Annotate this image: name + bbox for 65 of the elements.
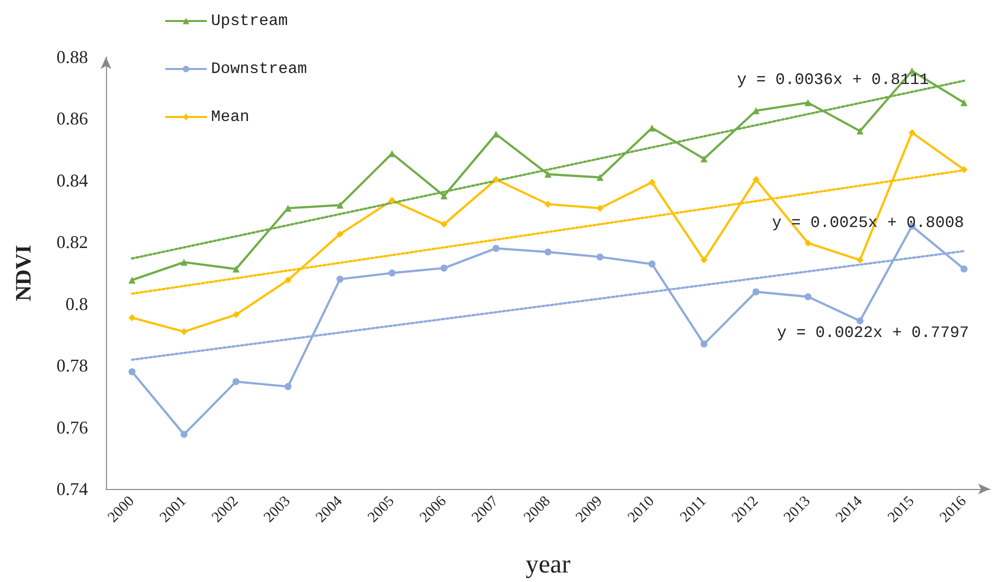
- y-axis-title: NDVI: [10, 244, 36, 302]
- point: [284, 204, 292, 212]
- point: [180, 328, 188, 336]
- point: [648, 124, 656, 132]
- legend-label: Upstream: [211, 12, 288, 30]
- legend-label: Mean: [211, 108, 250, 126]
- point: [544, 170, 552, 178]
- point: [752, 288, 760, 296]
- y-tick-label: 0.84: [56, 170, 88, 190]
- y-tick-label: 0.88: [56, 47, 88, 67]
- point: [128, 368, 136, 376]
- point: [596, 253, 604, 260]
- y-tick-label: 0.82: [56, 232, 88, 252]
- point: [336, 276, 344, 283]
- point: [700, 340, 708, 348]
- point: [180, 430, 188, 438]
- point: [388, 150, 396, 158]
- y-tick-label: 0.86: [56, 108, 88, 129]
- point: [232, 311, 240, 318]
- point: [752, 176, 760, 184]
- point: [856, 317, 864, 324]
- y-tick-label: 0.74: [56, 479, 88, 499]
- point: [804, 293, 812, 300]
- point: [492, 244, 500, 252]
- y-tick-label: 0.76: [56, 417, 88, 438]
- point: [492, 130, 500, 138]
- point: [960, 99, 968, 106]
- point: [388, 270, 396, 276]
- point: [336, 202, 344, 209]
- point: [700, 155, 708, 162]
- x-tick-label: 2001: [157, 493, 190, 526]
- point: [232, 265, 240, 272]
- point: [128, 276, 136, 284]
- point: [700, 256, 708, 264]
- x-tick-label: 2011: [678, 493, 710, 526]
- point: [804, 240, 812, 247]
- point: [544, 200, 552, 208]
- point: [648, 178, 656, 186]
- point: [596, 174, 604, 181]
- point: [804, 99, 812, 106]
- point: [648, 260, 656, 268]
- point: [336, 230, 344, 238]
- point: [544, 248, 552, 256]
- y-tick-label: 0.78: [56, 356, 88, 376]
- point: [908, 129, 916, 136]
- legend-label: Downstream: [211, 60, 308, 78]
- point: [440, 220, 448, 228]
- point: [856, 256, 864, 264]
- point: [440, 264, 448, 272]
- annotation: y = 0.0022x + 0.7797: [776, 324, 970, 342]
- point: [180, 258, 188, 266]
- point: [388, 196, 396, 204]
- point: [492, 176, 500, 184]
- point: [440, 192, 448, 200]
- point: [752, 107, 760, 114]
- point: [128, 314, 136, 322]
- y-tick-label: 0.8: [66, 294, 88, 314]
- point: [284, 383, 292, 390]
- point: [960, 265, 968, 272]
- point: [596, 204, 604, 212]
- point: [284, 276, 292, 284]
- point: [960, 166, 968, 174]
- x-axis-title: year: [526, 550, 571, 578]
- point: [856, 128, 864, 135]
- point: [232, 378, 240, 386]
